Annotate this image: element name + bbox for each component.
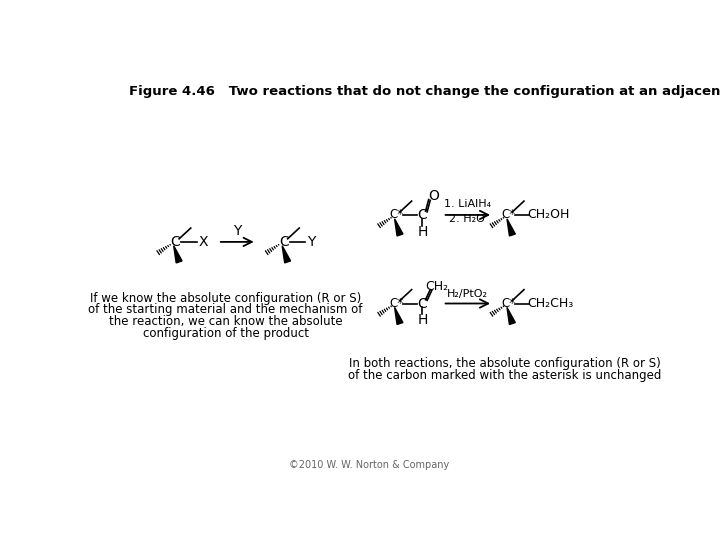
Text: 1. LiAlH₄: 1. LiAlH₄: [444, 199, 491, 209]
Text: of the starting material and the mechanism of: of the starting material and the mechani…: [89, 303, 363, 316]
Polygon shape: [282, 246, 291, 263]
Text: CH₂CH₃: CH₂CH₃: [527, 297, 573, 310]
Polygon shape: [174, 246, 182, 263]
Text: O: O: [428, 190, 439, 204]
Text: C*: C*: [501, 208, 516, 221]
Text: C: C: [171, 235, 180, 249]
Text: C: C: [418, 208, 428, 222]
Text: configuration of the product: configuration of the product: [143, 327, 309, 340]
Polygon shape: [507, 219, 516, 236]
Text: the reaction, we can know the absolute: the reaction, we can know the absolute: [109, 315, 343, 328]
Polygon shape: [395, 219, 403, 236]
Text: In both reactions, the absolute configuration (R or S): In both reactions, the absolute configur…: [348, 357, 660, 370]
Text: If we know the absolute configuration (R or S): If we know the absolute configuration (R…: [90, 292, 361, 305]
Text: Figure 4.46   Two reactions that do not change the configuration at an adjacent : Figure 4.46 Two reactions that do not ch…: [129, 85, 720, 98]
Polygon shape: [507, 307, 516, 325]
Text: C*: C*: [389, 297, 403, 310]
Text: CH₂: CH₂: [426, 280, 449, 293]
Text: CH₂OH: CH₂OH: [527, 208, 570, 221]
Text: of the carbon marked with the asterisk is unchanged: of the carbon marked with the asterisk i…: [348, 369, 661, 382]
Text: C*: C*: [389, 208, 403, 221]
Text: H₂/PtO₂: H₂/PtO₂: [447, 289, 488, 299]
Text: C: C: [279, 235, 289, 249]
Text: X: X: [199, 235, 208, 249]
Text: Y: Y: [233, 224, 241, 238]
Polygon shape: [395, 307, 403, 325]
Text: C*: C*: [501, 297, 516, 310]
Text: H: H: [418, 313, 428, 327]
Text: Y: Y: [307, 235, 316, 249]
Text: H: H: [418, 225, 428, 239]
Text: ©2010 W. W. Norton & Company: ©2010 W. W. Norton & Company: [289, 460, 449, 470]
Text: C: C: [418, 296, 428, 310]
Text: 2. H₂O: 2. H₂O: [449, 214, 485, 224]
